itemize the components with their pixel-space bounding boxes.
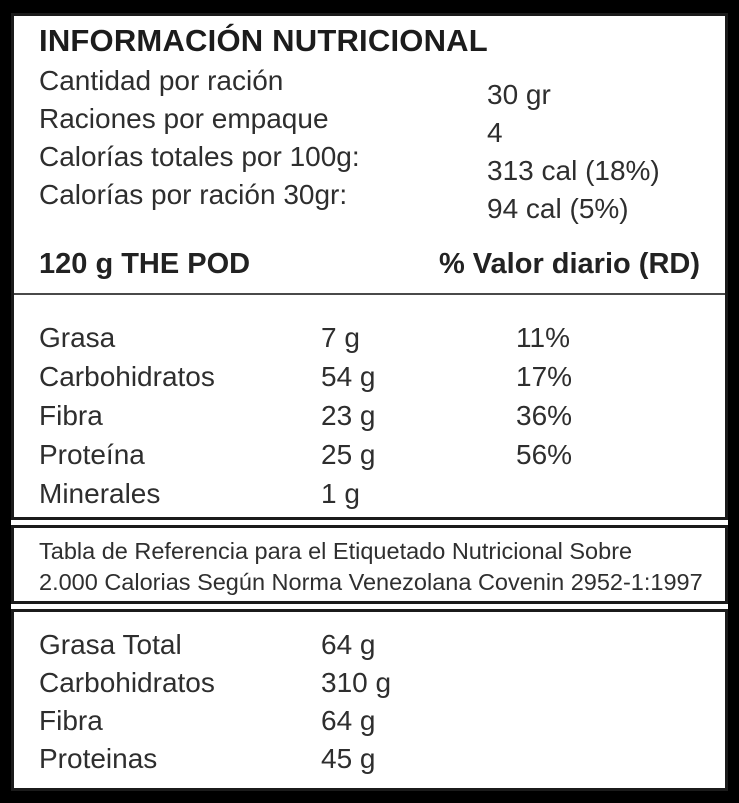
table-row: Proteinas 45 g <box>39 740 700 778</box>
nutrient-dv <box>516 474 700 513</box>
serving-info-value: 4 <box>487 117 503 148</box>
section-reference-note: Tabla de Referencia para el Etiquetado N… <box>11 525 728 604</box>
table-row: Grasa 7 g 11% <box>39 318 700 357</box>
nutrient-name: Carbohidratos <box>39 361 215 392</box>
nutrient-amount: 23 g <box>321 400 376 431</box>
serving-info-labels: Cantidad por ración Raciones por empaque… <box>39 62 487 228</box>
nutrient-name: Grasa <box>39 322 116 353</box>
label-panel-stack: INFORMACIÓN NUTRICIONAL Cantidad por rac… <box>11 13 728 791</box>
serving-info-value: 94 cal (5%) <box>487 193 629 224</box>
nutrient-amount: 7 g <box>321 322 360 353</box>
table-row: Fibra 64 g <box>39 702 700 740</box>
nutrient-name: Carbohidratos <box>39 667 215 698</box>
serving-info-value: 30 gr <box>487 79 551 110</box>
label-title: INFORMACIÓN NUTRICIONAL <box>39 23 488 58</box>
nutrient-amount: 64 g <box>321 629 376 660</box>
serving-info-label: Calorías por ración 30gr: <box>39 179 348 210</box>
nutrient-name: Grasa Total <box>39 629 182 660</box>
nutrient-amount: 1 g <box>321 478 360 509</box>
main-table-col1-header: 120 g THE POD <box>39 248 251 280</box>
serving-info-label: Cantidad por ración <box>39 65 284 96</box>
table-row: Carbohidratos 54 g 17% <box>39 357 700 396</box>
table-row: Minerales 1 g <box>39 474 700 513</box>
table-row: Grasa Total 64 g <box>39 626 700 664</box>
nutrient-name: Proteinas <box>39 743 158 774</box>
nutrient-amount: 45 g <box>321 743 376 774</box>
main-table-col2-header: % Valor diario (RD) <box>438 248 700 280</box>
table-row: Carbohidratos 310 g <box>39 664 700 702</box>
serving-info-values: 30 gr 4 313 cal (18%) 94 cal (5%) <box>487 62 700 228</box>
nutrient-name: Proteína <box>39 439 145 470</box>
nutrient-dv: 36% <box>516 400 573 431</box>
serving-info-value: 313 cal (18%) <box>487 155 660 186</box>
nutrient-dv: 17% <box>516 361 573 392</box>
nutrient-amount: 25 g <box>321 439 376 470</box>
section-main: INFORMACIÓN NUTRICIONAL Cantidad por rac… <box>11 13 728 520</box>
nutrient-name: Fibra <box>39 705 103 736</box>
nutrient-dv: 11% <box>516 322 570 353</box>
nutrient-amount: 54 g <box>321 361 376 392</box>
nutrient-amount: 64 g <box>321 705 376 736</box>
reference-note-line1: Tabla de Referencia para el Etiquetado N… <box>39 538 633 564</box>
nutrient-amount: 310 g <box>321 667 392 698</box>
nutrient-name: Minerales <box>39 478 161 509</box>
header-divider <box>14 293 725 295</box>
main-table-header: 120 g THE POD % Valor diario (RD) <box>39 248 700 280</box>
section-reference-table: Grasa Total 64 g Carbohidratos 310 g Fib… <box>11 609 728 791</box>
main-nutrient-table: Grasa 7 g 11% Carbohidratos 54 g 17% Fib… <box>14 295 725 513</box>
reference-note-line2: 2.000 Calorias Según Norma Venezolana Co… <box>39 569 703 595</box>
serving-info-label: Raciones por empaque <box>39 103 329 134</box>
table-row: Proteína 25 g 56% <box>39 435 700 474</box>
nutrient-name: Fibra <box>39 400 103 431</box>
table-row: Fibra 23 g 36% <box>39 396 700 435</box>
serving-info: Cantidad por ración Raciones por empaque… <box>39 62 700 228</box>
serving-info-label: Calorías totales por 100g: <box>39 141 360 172</box>
nutrient-dv: 56% <box>516 439 573 470</box>
